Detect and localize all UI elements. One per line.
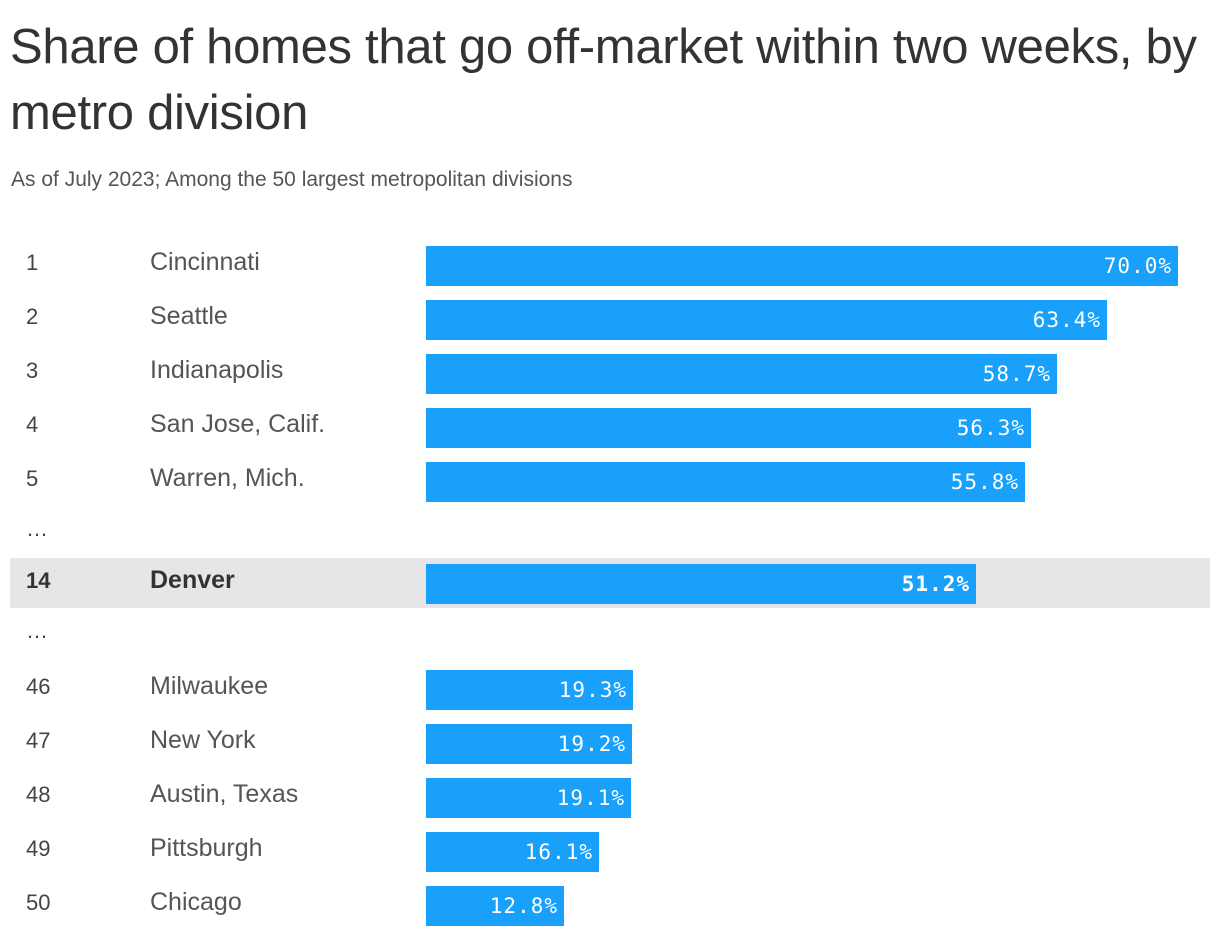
bar-row: 2 Seattle 63.4%	[10, 290, 1210, 344]
bar-row: 3 Indianapolis 58.7%	[10, 344, 1210, 398]
bar: 19.1%	[426, 778, 631, 818]
metro-name-label: Austin, Texas	[150, 780, 299, 808]
bar-value-label: 51.2%	[901, 572, 970, 596]
bar-value-label: 19.2%	[557, 732, 626, 756]
bar-row: 49 Pittsburgh 16.1%	[10, 822, 1210, 876]
bar-value-label: 19.1%	[556, 786, 625, 810]
rank-label: 50	[26, 890, 51, 915]
bar-row: 4 San Jose, Calif. 56.3%	[10, 398, 1210, 452]
bar: 55.8%	[426, 462, 1025, 502]
rank-label: …	[26, 618, 48, 643]
metro-name-label: Pittsburgh	[150, 834, 263, 862]
bar: 19.3%	[426, 670, 633, 710]
rank-label: 14	[26, 568, 51, 593]
bar-chart-table: 1 Cincinnati 70.0% 2 Seattle 63.4% 3 Indianapol…	[10, 236, 1210, 930]
rank-label: 4	[26, 412, 39, 437]
metro-name-label: Milwaukee	[150, 672, 269, 700]
bar-row: 48 Austin, Texas 19.1%	[10, 768, 1210, 822]
bar: 58.7%	[426, 354, 1057, 394]
rank-label: 49	[26, 836, 51, 861]
bar-value-label: 12.8%	[489, 894, 558, 918]
bar: 16.1%	[426, 832, 599, 872]
rank-label: 2	[26, 304, 39, 329]
bar-value-label: 55.8%	[950, 470, 1019, 494]
metro-name-label: San Jose, Calif.	[150, 410, 326, 438]
metro-name-label: Seattle	[150, 302, 228, 330]
bar: 12.8%	[426, 886, 564, 926]
metro-name-label: Indianapolis	[150, 356, 284, 384]
row-ellipsis: …	[10, 608, 1210, 660]
metro-name-label: Cincinnati	[150, 248, 260, 276]
chart-subtitle: As of July 2023; Among the 50 largest me…	[11, 168, 573, 191]
bar-value-label: 70.0%	[1103, 254, 1172, 278]
metro-name-label: New York	[150, 726, 256, 754]
bar: 19.2%	[426, 724, 632, 764]
rank-label: 5	[26, 466, 39, 491]
bar-row: 47 New York 19.2%	[10, 714, 1210, 768]
metro-name-label: Chicago	[150, 888, 242, 916]
bar: 51.2%	[426, 564, 976, 604]
bar-row: 14 Denver 51.2%	[10, 558, 1210, 608]
bar-value-label: 19.3%	[558, 678, 627, 702]
rank-label: 48	[26, 782, 51, 807]
rank-label: 1	[26, 250, 39, 275]
bar-value-label: 16.1%	[524, 840, 593, 864]
bar-row: 46 Milwaukee 19.3%	[10, 660, 1210, 714]
bar: 56.3%	[426, 408, 1031, 448]
bar-row: 50 Chicago 12.8%	[10, 876, 1210, 930]
bar-row: 5 Warren, Mich. 55.8%	[10, 452, 1210, 506]
metro-name-label: Warren, Mich.	[150, 464, 305, 492]
rank-label: 46	[26, 674, 51, 699]
chart-title: Share of homes that go off-market within…	[10, 20, 1197, 140]
bar-value-label: 63.4%	[1032, 308, 1101, 332]
bar: 63.4%	[426, 300, 1107, 340]
bar-value-label: 56.3%	[956, 416, 1025, 440]
metro-name-label: Denver	[150, 566, 235, 594]
bar-row: 1 Cincinnati 70.0%	[10, 236, 1210, 290]
rank-label: …	[26, 516, 48, 541]
row-ellipsis: …	[10, 506, 1210, 558]
rank-label: 47	[26, 728, 51, 753]
rank-label: 3	[26, 358, 39, 383]
bar-value-label: 58.7%	[982, 362, 1051, 386]
bar: 70.0%	[426, 246, 1178, 286]
